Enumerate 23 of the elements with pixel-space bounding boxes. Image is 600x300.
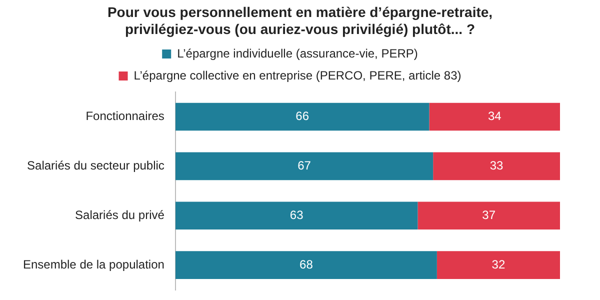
bar bbox=[433, 152, 560, 180]
bar bbox=[429, 102, 560, 131]
y-tick-label: Salariés du privé bbox=[75, 208, 165, 222]
bar bbox=[175, 251, 437, 279]
data-label: 68 bbox=[300, 257, 314, 272]
bar bbox=[436, 251, 560, 279]
chart-title: Pour vous personnellement en matière d’épargne-retraite, privilégiez-vous (ou auriez-vous privilégié) plutôt... ? bbox=[106, 4, 494, 38]
y-tick-label: Ensemble de la population bbox=[22, 257, 164, 272]
bar bbox=[175, 202, 418, 230]
data-label: 63 bbox=[290, 208, 304, 222]
data-label: 34 bbox=[488, 109, 502, 124]
bar bbox=[175, 102, 430, 131]
y-tick-label: Salariés du secteur public bbox=[27, 158, 164, 172]
legend-label: L’épargne collective en entreprise (PERCO, PERE, article 83) bbox=[134, 68, 462, 82]
y-tick-label: Fonctionnaires bbox=[86, 109, 164, 124]
data-label: 67 bbox=[298, 158, 312, 172]
data-label: 37 bbox=[482, 208, 496, 222]
data-label: 32 bbox=[492, 257, 506, 272]
bar bbox=[418, 202, 560, 230]
bar bbox=[175, 152, 434, 180]
data-label: 66 bbox=[296, 109, 310, 124]
data-label: 33 bbox=[490, 158, 504, 172]
legend-label: L’épargne individuelle (assurance-vie, PERP) bbox=[177, 46, 418, 60]
